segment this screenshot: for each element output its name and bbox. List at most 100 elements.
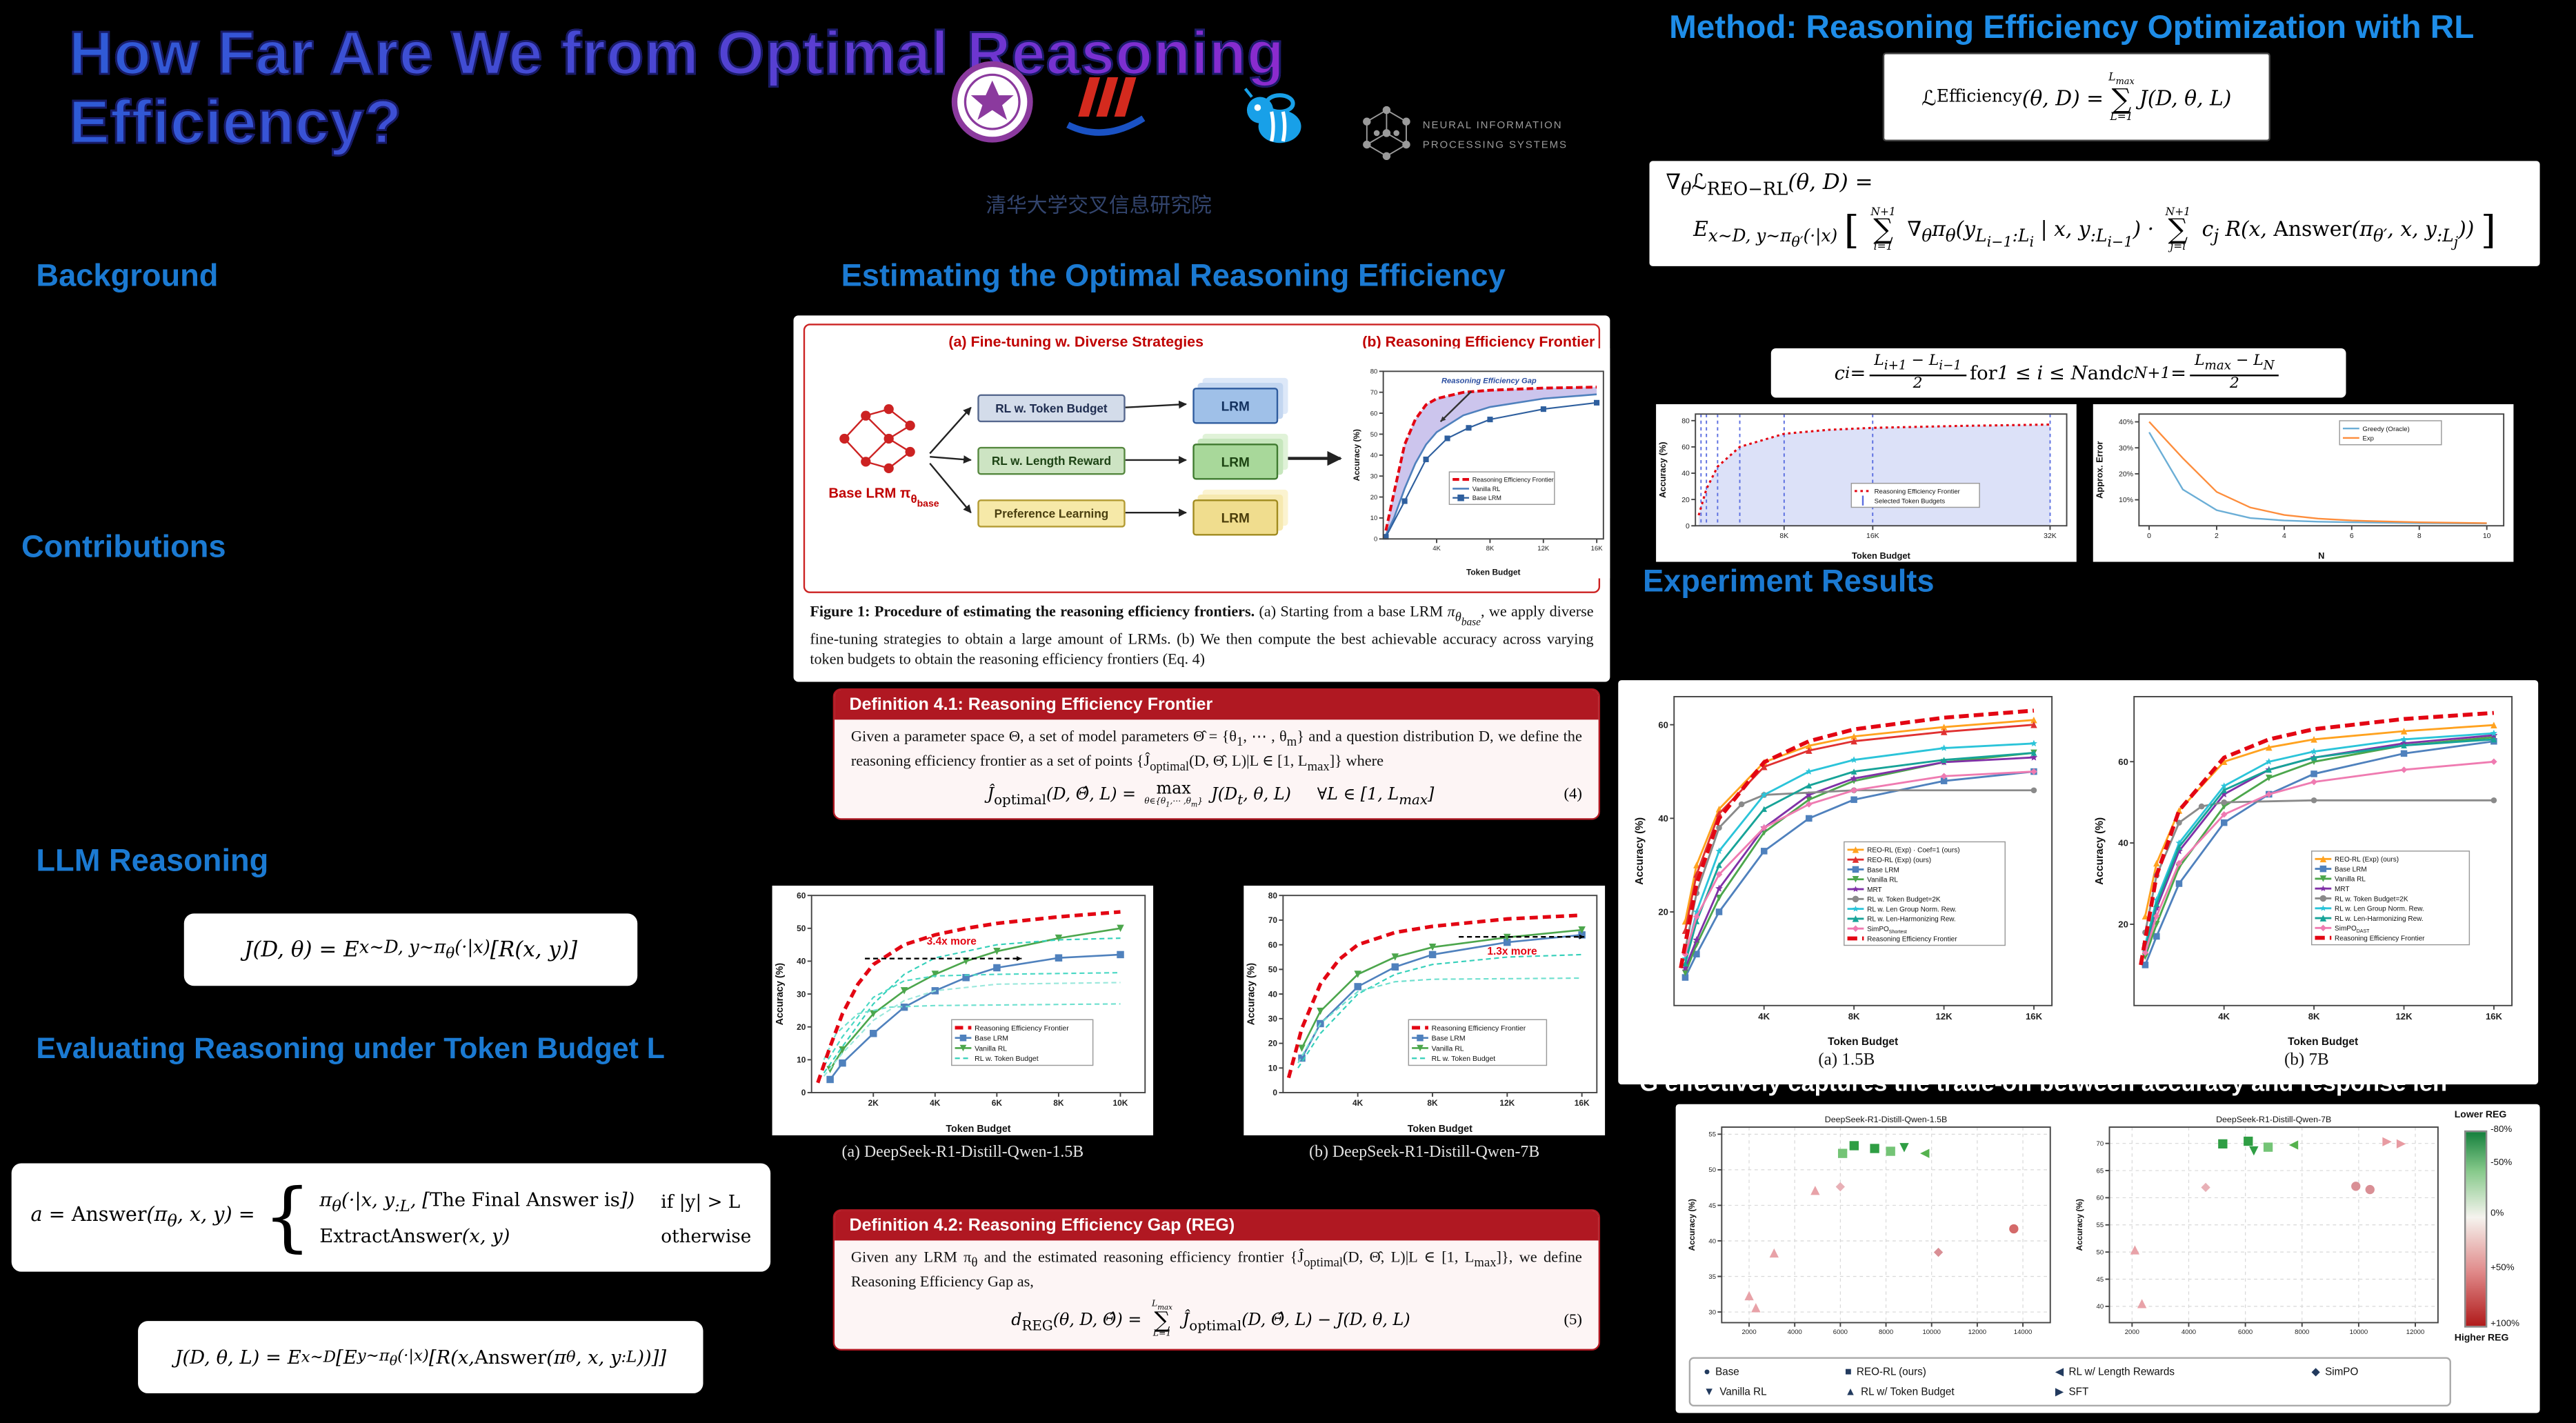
svg-text:REO-RL (Exp) (ours): REO-RL (Exp) (ours) [1867, 857, 1931, 864]
svg-text:50: 50 [1268, 965, 1278, 975]
svg-text:0: 0 [1272, 1088, 1277, 1097]
svg-text:40: 40 [797, 957, 806, 966]
svg-text:Accuracy (%): Accuracy (%) [2075, 1199, 2084, 1251]
svg-text:Accuracy (%): Accuracy (%) [1687, 1199, 1697, 1251]
definition-4-2-equation: dREG(θ, D, Θ̂) = Lmax ∑ L=1 Ĵoptimal(D, Θ̂… [1011, 1299, 1410, 1340]
svg-text:Approx. Error: Approx. Error [2095, 441, 2105, 499]
definition-4-2: Definition 4.2: Reasoning Efficiency Gap… [832, 1209, 1601, 1351]
svg-text:0: 0 [801, 1088, 806, 1097]
svg-text:RL w. Len Group Norm. Rew.: RL w. Len Group Norm. Rew. [2335, 906, 2424, 913]
reg-colorbar: Lower REG -80% -50% 0% +50% +100% Higher REG [2455, 1111, 2540, 1373]
svg-text:14000: 14000 [2014, 1329, 2032, 1336]
svg-text:65: 65 [2097, 1167, 2104, 1175]
svg-text:40: 40 [2118, 838, 2128, 848]
svg-text:RL w. Token Budget=2K: RL w. Token Budget=2K [1867, 896, 1941, 904]
svg-text:RL w. Len-Harmonizing Rew.: RL w. Len-Harmonizing Rew. [2335, 915, 2424, 923]
svg-text:Vanilla RL: Vanilla RL [975, 1045, 1007, 1053]
svg-text:60: 60 [1370, 410, 1378, 417]
selected-budgets-chart: 8K 16K 32K 0 20 40 60 80 Token Budget Accuracy (%… [1656, 404, 2077, 570]
svg-text:Base LRM: Base LRM [1432, 1035, 1466, 1043]
definition-4-2-title: Definition 4.2: Reasoning Efficiency Gap… [835, 1211, 1599, 1241]
svg-text:3.4x more: 3.4x more [927, 936, 977, 948]
figure-1-caption: Figure 1: Procedure of estimating the re… [810, 604, 1594, 669]
svg-text:6000: 6000 [2238, 1329, 2253, 1336]
svg-text:4K: 4K [930, 1098, 941, 1108]
svg-text:Reasoning Efficiency Gap: Reasoning Efficiency Gap [1441, 377, 1537, 385]
svg-text:70: 70 [1268, 915, 1278, 925]
scatter-legend-item: ▼ Vanilla RL [1704, 1386, 1767, 1397]
experiment-panel: 4K 8K 12K 16K 20 40 60 Token Budget Accuracy (%)… [1618, 680, 2539, 1085]
svg-text:RL w. Len Group Norm. Rew.: RL w. Len Group Norm. Rew. [1867, 906, 1957, 913]
svg-text:40: 40 [1268, 989, 1278, 999]
figure-1-label-a: (a) Fine-tuning w. Diverse Strategies [948, 333, 1204, 350]
svg-text:8000: 8000 [1879, 1329, 1893, 1336]
svg-text:50: 50 [797, 924, 806, 933]
svg-text:Vanilla RL: Vanilla RL [1867, 877, 1898, 884]
scatter-legend-marker-icon: ▲ [1844, 1386, 1857, 1397]
svg-text:4K: 4K [1352, 1098, 1364, 1108]
svg-text:55: 55 [1708, 1131, 1716, 1139]
heading-llm-reasoning: LLM Reasoning [36, 844, 269, 879]
svg-text:Accuracy (%): Accuracy (%) [1246, 963, 1257, 1026]
reg-scatter-7b: 2000 4000 6000 8000 10000 12000 40 45 50 55 60 65 70… [2073, 1108, 2445, 1364]
formula-grad-line2: Ex∼D, y∼πθ′(·|x) [ N+1 ∑ i=1 ∇θπθ(yLi−1:Li… [1693, 205, 2497, 253]
svg-text:1.3x more: 1.3x more [1487, 946, 1537, 957]
svg-text:12K: 12K [1936, 1011, 1953, 1022]
svg-text:10000: 10000 [1922, 1329, 1940, 1336]
scatter-legend-marker-icon: ▼ [1704, 1386, 1715, 1397]
colorbar-top-label: Lower REG [2454, 1111, 2507, 1121]
neurips-text-line2: PROCESSING SYSTEMS [1423, 139, 1568, 150]
svg-text:Reasoning Efficiency Frontier: Reasoning Efficiency Frontier [1432, 1025, 1526, 1033]
svg-text:8K: 8K [1053, 1098, 1064, 1108]
svg-text:60: 60 [2118, 757, 2128, 767]
svg-text:8K: 8K [1848, 1011, 1860, 1022]
svg-text:Token Budget: Token Budget [1852, 550, 1910, 561]
reg-scatter-panel: 2000 4000 6000 8000 10000 12000 14000 30 35 40 45 5… [1675, 1104, 2540, 1413]
svg-text:RL w. Len-Harmonizing Rew.: RL w. Len-Harmonizing Rew. [1867, 916, 1956, 924]
strategy-box-token-budget: RL w. Token Budget [977, 394, 1126, 423]
svg-text:10: 10 [2483, 533, 2491, 540]
svg-text:Reasoning Efficiency Frontier: Reasoning Efficiency Frontier [1875, 488, 1961, 496]
svg-text:2: 2 [2215, 533, 2219, 540]
colorbar-tick: +50% [2490, 1264, 2515, 1275]
formula-answer-case2: ExtractAnswer(x, y) [319, 1224, 510, 1248]
definition-4-1-title: Definition 4.1: Reasoning Efficiency Fro… [835, 690, 1599, 720]
svg-text:20%: 20% [2119, 471, 2133, 479]
formula-answer-cond2: otherwise [661, 1225, 752, 1247]
svg-text:40: 40 [1708, 1237, 1716, 1245]
figure-1-connectors [929, 400, 1342, 517]
svg-text:32K: 32K [2044, 533, 2057, 540]
colorbar-ticks: -80% -50% 0% +50% +100% [2464, 1124, 2530, 1328]
strategy-box-length-reward: RL w. Length Reward [977, 446, 1126, 475]
svg-text:30: 30 [797, 989, 806, 999]
svg-text:Base LRM: Base LRM [2335, 866, 2367, 873]
svg-text:Reasoning Efficiency Frontier: Reasoning Efficiency Frontier [2335, 935, 2425, 942]
formula-grad-line1: ∇θℒREO−RL(θ, D) = [1666, 170, 1873, 200]
heading-eval-budget: Evaluating Reasoning under Token Budget … [36, 1031, 666, 1065]
svg-text:60: 60 [2097, 1195, 2104, 1202]
svg-text:40: 40 [2097, 1303, 2104, 1311]
scatter-legend-marker-icon: ● [1704, 1366, 1710, 1378]
scatter-legend-item: ◆ SimPO [2311, 1366, 2359, 1379]
svg-text:Accuracy (%): Accuracy (%) [2094, 817, 2106, 885]
svg-text:20: 20 [1268, 1039, 1278, 1048]
svg-text:50: 50 [1370, 431, 1378, 439]
definition-4-1-equation: Ĵoptimal(D, Θ̂, L) = max θ∈{θ1,⋯ ,θm} J(D… [987, 781, 1435, 809]
svg-text:6K: 6K [992, 1098, 1003, 1108]
svg-text:4K: 4K [1432, 545, 1441, 553]
svg-text:10%: 10% [2119, 497, 2133, 504]
colorbar-tick: -80% [2490, 1124, 2513, 1135]
svg-text:Vanilla RL: Vanilla RL [1472, 486, 1501, 492]
formula-answer-case1: πθ(·|x, y:L, [The Final Answer is]) [319, 1187, 635, 1217]
scatter-legend-marker-icon: ■ [1844, 1366, 1852, 1378]
colorbar-gradient [2464, 1130, 2488, 1328]
tsinghua-logo [950, 59, 1035, 153]
svg-text:0: 0 [1374, 536, 1377, 544]
svg-text:20: 20 [797, 1022, 806, 1032]
svg-text:20: 20 [1658, 907, 1668, 917]
svg-text:6000: 6000 [1833, 1329, 1848, 1336]
svg-text:MRT: MRT [2335, 886, 2349, 893]
svg-text:30%: 30% [2119, 445, 2133, 452]
neurips-text-line1: NEURAL INFORMATION [1423, 119, 1563, 131]
